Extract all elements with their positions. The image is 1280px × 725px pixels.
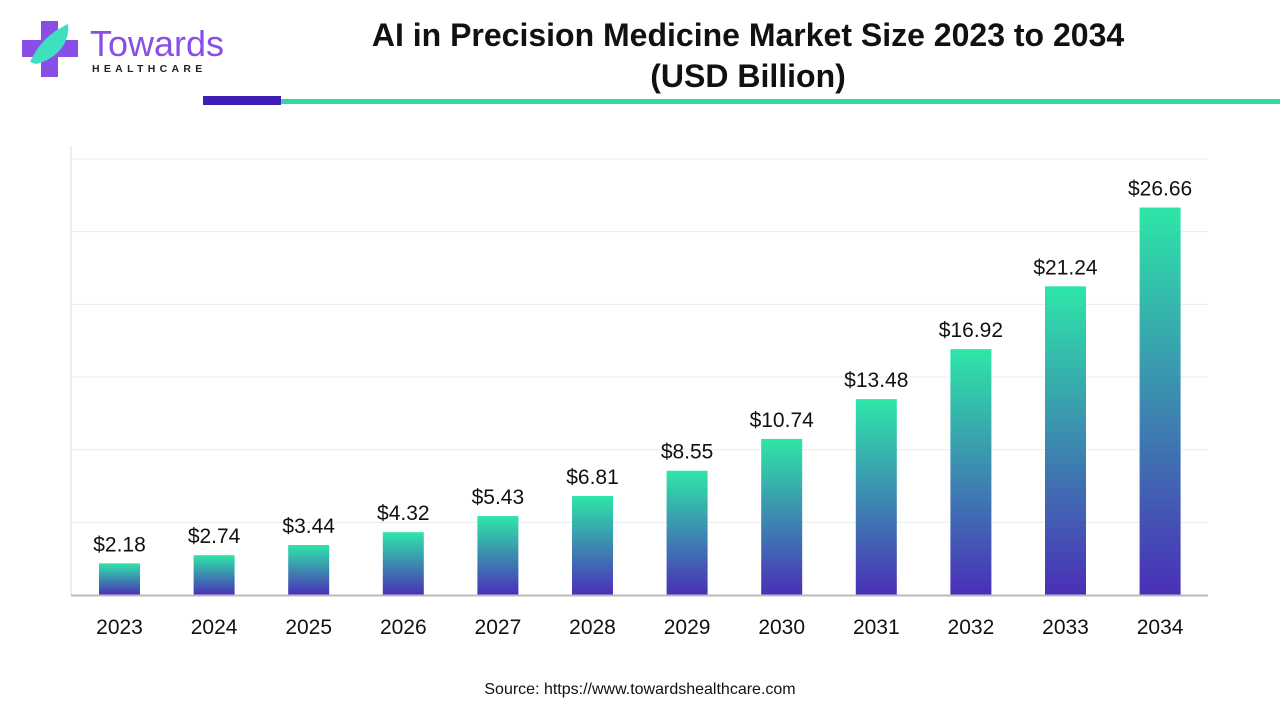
x-tick-label: 2023	[96, 616, 143, 639]
bars	[99, 207, 1181, 596]
bar-2024	[193, 555, 235, 595]
bar-2025	[288, 545, 330, 595]
data-label: $8.55	[661, 441, 714, 464]
data-label: $2.18	[93, 533, 146, 556]
x-tick-label: 2025	[285, 616, 332, 639]
gridlines	[71, 158, 1208, 523]
bar-2030	[761, 438, 803, 595]
chart-subtitle: (USD Billion)	[650, 58, 846, 94]
data-label: $4.32	[377, 502, 430, 525]
x-tick-label: 2027	[475, 616, 522, 639]
data-label: $21.24	[1033, 256, 1098, 279]
data-label: $16.92	[939, 319, 1003, 342]
data-label: $13.48	[844, 369, 908, 392]
data-label: $5.43	[472, 486, 525, 509]
x-tick-label: 2033	[1042, 616, 1089, 639]
bar-2029	[666, 470, 708, 595]
bar-2026	[382, 532, 424, 595]
data-label: $2.74	[188, 525, 241, 548]
bar-2032	[950, 349, 992, 595]
x-tick-label: 2024	[191, 616, 238, 639]
title-underline-purple	[203, 96, 281, 105]
x-tick-label: 2028	[569, 616, 616, 639]
logo-sub: HEALTHCARE	[92, 63, 207, 75]
x-tick-label: 2032	[948, 616, 995, 639]
x-tick-label: 2031	[853, 616, 900, 639]
bar-2031	[855, 399, 897, 595]
bar-2033	[1045, 286, 1086, 595]
source-text: Source: https://www.towardshealthcare.co…	[484, 681, 795, 698]
logo: Towards HEALTHCARE	[22, 21, 224, 77]
bar-2028	[572, 496, 613, 595]
bar-2034	[1139, 207, 1181, 596]
labels: $2.18 2023 $2.74 2024 $3.44 2025 $4.32 2026 $5.4…	[93, 178, 1192, 639]
x-tick-label: 2029	[664, 616, 711, 639]
data-label: $3.44	[282, 515, 335, 538]
logo-leaf-icon	[30, 24, 69, 64]
x-tick-label: 2034	[1137, 616, 1184, 639]
logo-brand: Towards	[90, 23, 224, 64]
title-underline-teal	[281, 99, 1280, 104]
data-label: $26.66	[1128, 178, 1192, 201]
bar-2023	[99, 563, 140, 595]
x-tick-label: 2026	[380, 616, 427, 639]
bar-2027	[477, 516, 519, 595]
data-label: $10.74	[750, 409, 815, 432]
x-tick-label: 2030	[758, 616, 805, 639]
chart-title: AI in Precision Medicine Market Size 202…	[372, 17, 1125, 53]
data-label: $6.81	[566, 466, 619, 489]
